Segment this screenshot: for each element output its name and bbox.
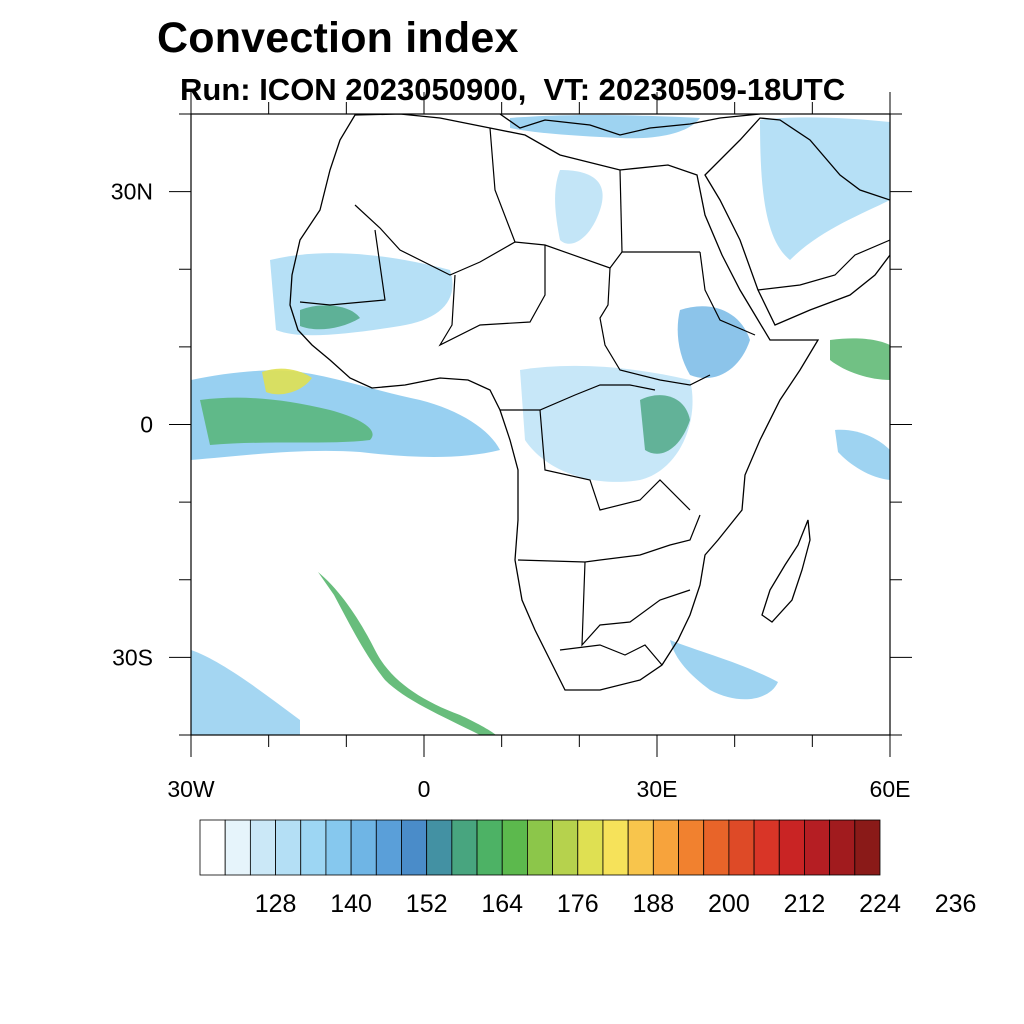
colorbar-swatch [476,819,503,876]
border-line [539,409,691,511]
colorbar-swatch [501,819,528,876]
border-line [354,204,700,276]
lon-tick-label: 30W [167,776,215,802]
border-line [489,127,516,243]
colorbar-label: 200 [708,890,750,918]
convection-area-central [520,365,693,482]
africa-coastline [289,114,820,691]
colorbar-swatch [652,819,679,876]
colorbar-swatch [778,819,805,876]
colorbar-label: 236 [935,890,977,918]
border-line [517,514,701,563]
lon-tick-label: 30E [637,776,678,802]
colorbar-swatch [249,819,276,876]
convection-area-med [510,115,700,139]
border-line [599,267,711,386]
chart-subtitle: Run: ICON 2023050900, VT: 20230509-18UTC [180,72,846,107]
convection-peak-atlantic [262,368,312,395]
border-line [438,245,546,347]
europe-coastline [499,114,761,136]
colorbar-label: 140 [330,890,372,918]
colorbar [199,819,881,876]
convection-area-southeast [670,640,778,700]
convection-area-ethiopia [677,306,750,379]
colorbar-swatch [300,819,327,876]
colorbar-swatch [602,819,629,876]
lat-tick-label: 30N [111,179,153,205]
colorbar-swatch [527,819,553,876]
colorbar-swatch [325,819,352,876]
border-line [619,169,623,253]
convection-area-arabia [760,117,890,260]
convection-core-westafrica [300,305,360,330]
colorbar-swatch [854,819,881,876]
convection-field [191,114,890,735]
colorbar-label: 188 [632,890,674,918]
colorbar-swatch [577,819,604,876]
colorbar-label: 128 [255,890,297,918]
colorbar-swatch [678,819,705,876]
colorbar-labels: 128 140 152 164 176 188 200 212 224 236 [255,890,977,918]
border-line [757,239,890,291]
colorbar-swatch [426,819,453,876]
colorbar-swatch [401,819,428,876]
colorbar-swatch [829,819,856,876]
colorbar-label: 224 [859,890,901,918]
lon-tick-label: 0 [418,776,431,802]
colorbar-label: 176 [557,890,599,918]
lon-tick-label: 60E [870,776,911,802]
convection-area-westafrica [270,253,453,336]
convection-area-sahara [555,170,603,244]
convection-area-indian-south [835,429,890,480]
colorbar-swatch [275,819,302,876]
border-line [699,251,756,336]
colorbar-swatch [350,819,377,876]
convection-core-lakes [640,395,690,454]
convection-area-southwest [191,650,300,735]
colorbar-label: 164 [481,890,523,918]
country-borders [299,127,890,666]
border-line [559,644,663,666]
lat-tick-label: 30S [112,644,153,670]
colorbar-swatch [804,819,831,876]
colorbar-swatch [224,819,251,876]
convection-core-atlantic [200,397,373,445]
coastlines [289,114,890,691]
colorbar-label: 212 [784,890,826,918]
colorbar-swatch [451,819,478,876]
convection-area-indian [830,338,890,380]
colorbar-swatch [627,819,654,876]
border-line [299,229,386,306]
colorbar-swatch [703,819,730,876]
madagascar-coastline [761,519,811,623]
colorbar-swatch [375,819,402,876]
colorbar-swatch [552,819,579,876]
border-line [500,384,656,411]
arabia-coastline [704,117,890,326]
colorbar-label: 152 [406,890,448,918]
lat-tick-label: 0 [140,412,153,438]
map-ticks [169,92,912,757]
colorbar-swatch [728,819,755,876]
map-tick-labels: 30W 0 30E 60E 30N 0 30S [111,179,911,802]
colorbar-swatch [199,819,226,876]
colorbar-swatch [753,819,780,876]
convection-front-southatlantic [318,572,496,735]
chart-title: Convection index [157,14,519,62]
border-line [581,561,691,647]
